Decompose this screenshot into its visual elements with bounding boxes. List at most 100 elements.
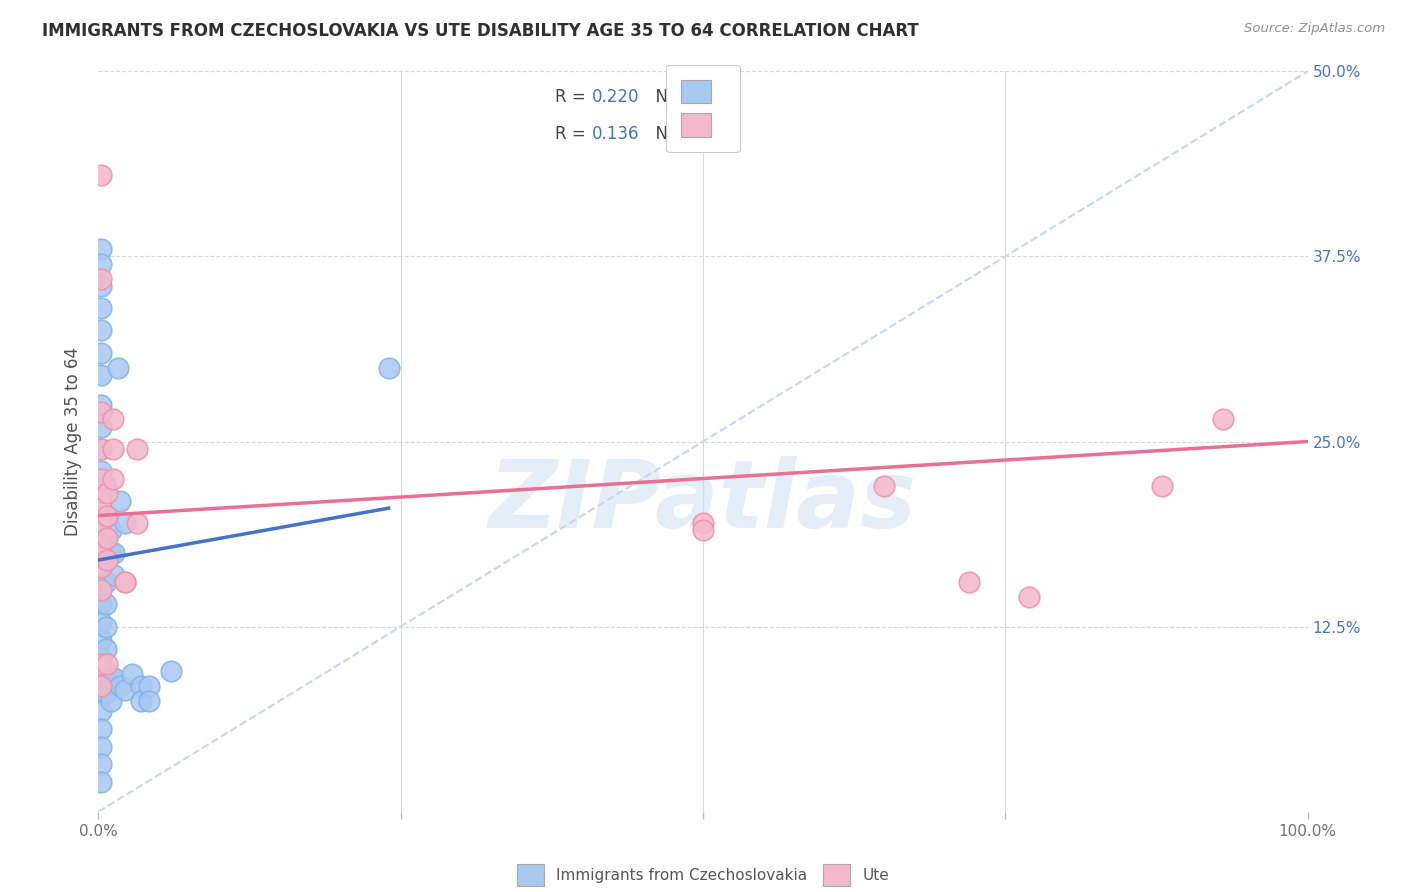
Point [94,598,117,612]
Point [90,471,112,485]
Point [90,739,112,754]
Point [90,493,112,508]
Point [90,324,112,338]
Point [107,360,129,375]
Point [90,271,112,285]
Point [90,398,112,412]
Text: 27: 27 [689,125,710,144]
Point [90,668,112,682]
Point [121,667,143,681]
Point [1152,479,1174,493]
Point [90,419,112,434]
Point [94,531,117,545]
Point [90,722,112,736]
Point [90,442,112,456]
Point [100,672,122,686]
Text: 0.220: 0.220 [592,88,640,106]
Point [90,775,112,789]
Point [90,405,112,419]
Point [108,679,131,693]
Point [129,679,152,693]
Point [90,301,112,316]
Point [90,508,112,523]
Text: Source: ZipAtlas.com: Source: ZipAtlas.com [1244,22,1385,36]
Legend: Immigrants from Czechoslovakia, Ute: Immigrants from Czechoslovakia, Ute [509,856,897,892]
Point [90,257,112,271]
Point [90,526,112,541]
Point [103,546,125,560]
Point [90,582,112,597]
Point [94,664,117,678]
Point [114,683,136,698]
Point [90,615,112,630]
Point [100,524,122,538]
Point [160,664,183,678]
Point [957,575,980,590]
Point [90,562,112,576]
Point [94,479,117,493]
Point [101,442,124,456]
Point [90,580,112,594]
Point [129,694,152,708]
Point [96,553,118,567]
Point [114,575,136,590]
Point [114,516,136,530]
Point [103,567,125,582]
Text: N =: N = [645,125,692,144]
Text: R =: R = [555,125,592,144]
Point [90,516,112,530]
Point [90,598,112,612]
Point [138,679,160,693]
Point [96,508,118,523]
Point [90,632,112,647]
Point [1212,412,1234,426]
Point [90,704,112,718]
Text: ZIPatlas: ZIPatlas [489,457,917,549]
Point [100,694,122,708]
Point [90,464,112,478]
Point [1018,590,1040,604]
Text: 0.136: 0.136 [592,125,640,144]
Text: R =: R = [555,88,592,106]
Point [94,619,117,633]
Point [90,657,112,671]
Point [108,493,131,508]
Point [94,686,117,700]
Point [692,524,714,538]
Point [90,345,112,359]
Point [90,486,112,500]
Point [96,657,118,671]
Point [90,279,112,293]
Point [94,575,117,590]
Point [90,560,112,574]
Point [90,544,112,558]
Point [90,242,112,256]
Text: IMMIGRANTS FROM CZECHOSLOVAKIA VS UTE DISABILITY AGE 35 TO 64 CORRELATION CHART: IMMIGRANTS FROM CZECHOSLOVAKIA VS UTE DI… [42,22,920,40]
Point [873,479,896,493]
Y-axis label: Disability Age 35 to 64: Disability Age 35 to 64 [65,347,83,536]
Point [94,508,117,523]
Point [90,757,112,772]
Point [101,412,124,426]
Point [90,168,112,182]
Point [100,546,122,560]
Point [90,442,112,456]
Point [96,531,118,545]
Point [94,641,117,656]
Text: N =: N = [645,88,692,106]
Point [101,471,124,485]
Text: 58: 58 [689,88,710,106]
Point [90,650,112,665]
Point [96,486,118,500]
Point [90,686,112,700]
Point [138,694,160,708]
Point [94,553,117,567]
Point [90,679,112,693]
Point [103,672,125,686]
Point [127,516,149,530]
Point [377,360,399,375]
Point [90,368,112,382]
Point [127,442,149,456]
Point [114,575,136,590]
Point [692,516,714,530]
